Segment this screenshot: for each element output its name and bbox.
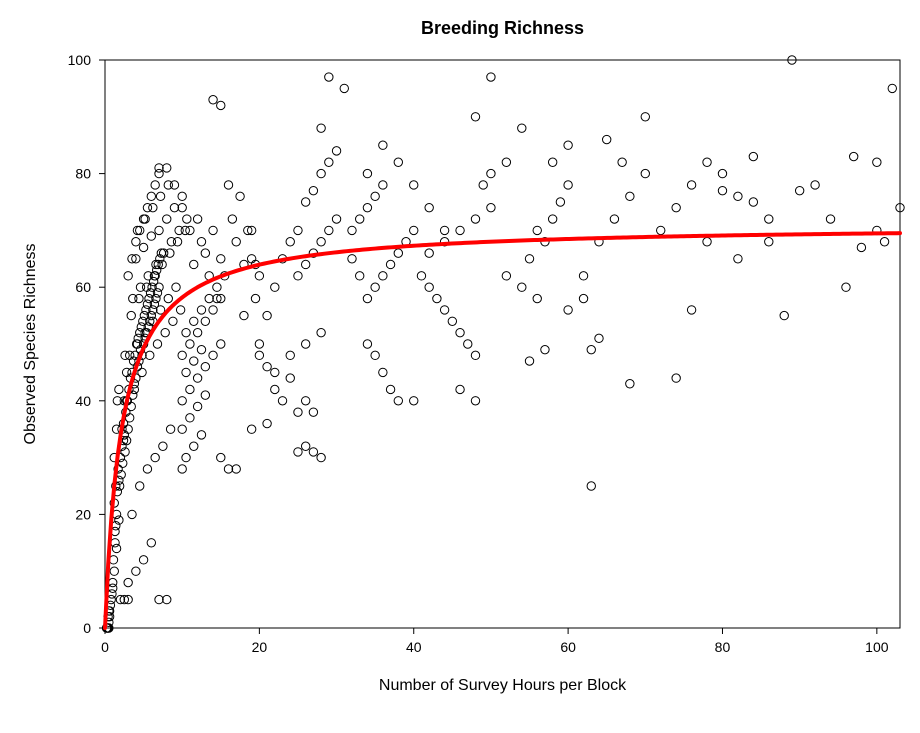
- chart-svg: 0 20 40 60 80 100 0 20 40 60 80 100 Breeding Richnes…: [0, 0, 920, 733]
- y-tick-label: 0: [83, 620, 91, 636]
- x-tick-label: 80: [715, 639, 731, 655]
- y-axis-label: Observed Species Richness: [22, 244, 39, 445]
- x-tick-label: 60: [560, 639, 576, 655]
- y-tick-label: 20: [75, 506, 91, 522]
- chart-container: 0 20 40 60 80 100 0 20 40 60 80 100 Breeding Richnes…: [0, 0, 920, 733]
- x-tick-label: 0: [101, 639, 109, 655]
- y-tick-label: 40: [75, 393, 91, 409]
- chart-title: Breeding Richness: [421, 18, 584, 38]
- y-tick-label: 80: [75, 166, 91, 182]
- x-tick-label: 20: [252, 639, 268, 655]
- x-tick-label: 100: [865, 639, 889, 655]
- y-tick-label: 100: [68, 52, 92, 68]
- x-tick-label: 40: [406, 639, 422, 655]
- y-tick-label: 60: [75, 279, 91, 295]
- x-axis-label: Number of Survey Hours per Block: [379, 677, 627, 694]
